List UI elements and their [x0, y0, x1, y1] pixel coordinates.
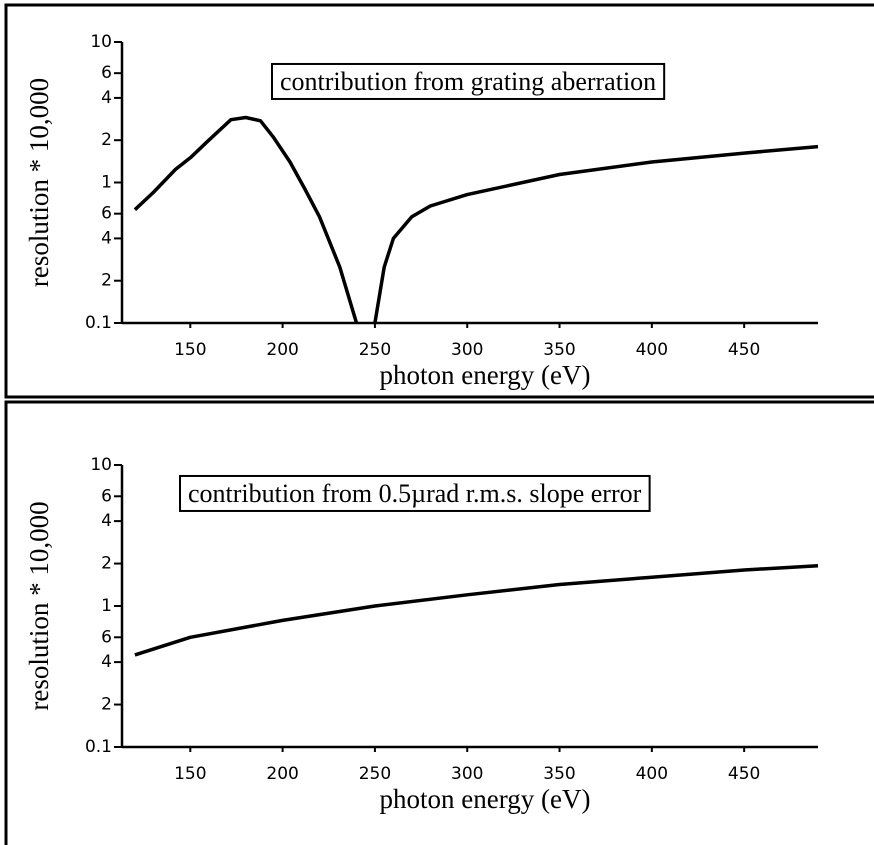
x-tick-label: 400	[636, 340, 668, 360]
x-tick-label: 150	[174, 340, 206, 360]
data-line	[134, 563, 819, 657]
annotation: contribution from grating aberration	[280, 67, 656, 96]
x-tick-label: 200	[266, 340, 298, 360]
x-tick-label: 450	[728, 340, 760, 360]
data-line	[133, 115, 819, 324]
annotation: contribution from 0.5µrad r.m.s. slope e…	[188, 479, 642, 508]
y-tick-label: 0.1	[85, 313, 112, 333]
y-tick-label: 4	[101, 511, 112, 531]
x-tick-label: 200	[266, 764, 298, 784]
x-axis-label: photon energy (eV)	[380, 784, 591, 814]
frame-bottom	[4, 400, 874, 845]
x-tick-label: 450	[728, 764, 760, 784]
y-axis-label: resolution * 10,000	[24, 78, 54, 287]
annotation-box	[271, 62, 666, 100]
frame-top	[4, 3, 874, 399]
y-tick-label: 6	[101, 63, 112, 83]
y-tick-label: 10	[90, 455, 112, 475]
x-tick-label: 150	[174, 764, 206, 784]
x-tick-label: 250	[359, 340, 391, 360]
y-tick-label: 6	[101, 486, 112, 506]
y-tick-label: 10	[90, 32, 112, 52]
x-tick-label: 250	[359, 764, 391, 784]
y-tick-label: 4	[101, 88, 112, 108]
x-tick-label: 350	[543, 764, 575, 784]
panel-frames	[4, 3, 874, 845]
x-tick-label: 300	[451, 340, 483, 360]
y-tick-label: 6	[101, 627, 112, 647]
x-axis-label: photon energy (eV)	[380, 360, 591, 390]
y-tick-label: 1	[101, 596, 112, 616]
y-tick-label: 4	[101, 228, 112, 248]
y-axis-label: resolution * 10,000	[24, 501, 54, 710]
y-tick-label: 2	[101, 554, 112, 574]
y-tick-label: 4	[101, 652, 112, 672]
y-tick-label: 1	[101, 173, 112, 193]
annotation-box	[179, 474, 651, 512]
x-tick-label: 350	[543, 340, 575, 360]
y-tick-label: 2	[101, 695, 112, 715]
y-tick-label: 2	[101, 271, 112, 291]
x-tick-label: 300	[451, 764, 483, 784]
y-tick-label: 6	[101, 204, 112, 224]
y-tick-label: 2	[101, 130, 112, 150]
y-tick-label: 0.1	[85, 737, 112, 757]
x-tick-label: 400	[636, 764, 668, 784]
